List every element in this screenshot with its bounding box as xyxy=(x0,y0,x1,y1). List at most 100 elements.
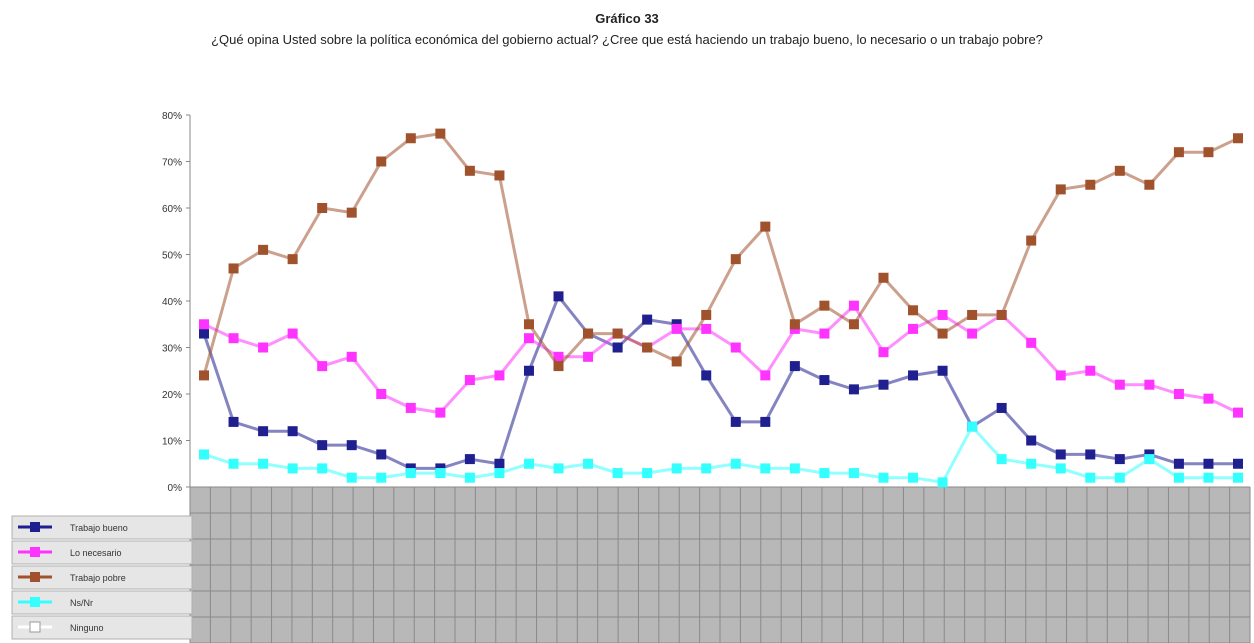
data-point-pobre xyxy=(612,328,623,339)
data-point-necesario xyxy=(848,300,859,311)
data-point-necesario xyxy=(1173,389,1184,399)
data-point-bueno xyxy=(937,365,948,376)
data-point-pobre xyxy=(819,300,830,311)
data-point-ns xyxy=(376,472,387,483)
data-point-ns xyxy=(612,468,623,479)
data-point-necesario xyxy=(967,328,978,339)
data-point-pobre xyxy=(405,133,416,144)
y-tick-label: 10% xyxy=(162,437,182,448)
legend-marker-ninguno xyxy=(29,621,41,633)
data-point-bueno xyxy=(464,454,475,465)
data-point-pobre xyxy=(553,361,564,372)
data-point-necesario xyxy=(287,328,298,339)
data-point-necesario xyxy=(1233,407,1243,418)
legend-label-ninguno: Ninguno xyxy=(70,623,104,633)
data-point-necesario xyxy=(317,361,328,372)
data-point-ns xyxy=(523,458,534,469)
data-point-pobre xyxy=(1026,235,1037,246)
data-point-pobre xyxy=(848,319,859,330)
data-point-ns xyxy=(1085,472,1096,483)
data-point-necesario xyxy=(258,342,269,353)
data-point-pobre xyxy=(967,309,978,320)
legend-label-necesario: Lo necesario xyxy=(70,548,122,558)
data-point-bueno xyxy=(908,370,919,381)
data-point-necesario xyxy=(878,347,889,358)
data-point-bueno xyxy=(494,458,505,469)
data-point-ns xyxy=(1055,463,1066,474)
data-point-ns xyxy=(1173,472,1184,483)
data-point-pobre xyxy=(701,309,712,320)
data-point-necesario xyxy=(583,351,594,362)
data-point-necesario xyxy=(1026,337,1037,348)
data-point-necesario xyxy=(730,342,741,353)
data-point-necesario xyxy=(435,407,446,418)
data-point-pobre xyxy=(1233,133,1243,144)
data-point-ns xyxy=(287,463,298,474)
data-point-pobre xyxy=(671,356,682,367)
data-point-necesario xyxy=(701,323,712,334)
data-point-pobre xyxy=(937,328,948,339)
data-point-ns xyxy=(405,468,416,479)
data-point-necesario xyxy=(1144,379,1155,390)
data-point-necesario xyxy=(199,319,209,330)
data-point-bueno xyxy=(1173,458,1184,469)
data-point-bueno xyxy=(258,426,269,437)
data-point-necesario xyxy=(376,389,387,399)
data-point-necesario xyxy=(1055,370,1066,381)
data-point-pobre xyxy=(1055,184,1066,195)
y-tick-label: 50% xyxy=(162,251,182,262)
data-point-ns xyxy=(848,468,859,479)
data-point-pobre xyxy=(317,203,328,213)
data-point-pobre xyxy=(1173,147,1184,158)
data-point-ns xyxy=(1026,458,1037,469)
data-point-bueno xyxy=(553,291,564,302)
data-point-ns xyxy=(228,458,239,469)
chart-title: Gráfico 33 xyxy=(595,11,659,26)
chart-subtitle: ¿Qué opina Usted sobre la política econó… xyxy=(211,32,1043,47)
data-point-pobre xyxy=(1085,179,1096,190)
data-point-ns xyxy=(671,463,682,474)
data-point-ns xyxy=(553,463,564,474)
data-point-pobre xyxy=(258,244,269,255)
data-point-pobre xyxy=(642,342,653,353)
y-tick-label: 40% xyxy=(162,297,182,308)
data-point-pobre xyxy=(760,221,771,232)
data-point-bueno xyxy=(346,440,357,451)
data-point-necesario xyxy=(405,402,416,413)
data-point-necesario xyxy=(523,333,534,344)
data-point-ns xyxy=(199,449,209,460)
data-point-bueno xyxy=(523,365,534,376)
y-tick-label: 70% xyxy=(162,158,182,169)
legend-label-pobre: Trabajo pobre xyxy=(70,573,126,583)
data-point-necesario xyxy=(346,351,357,362)
data-point-pobre xyxy=(878,272,889,283)
data-point-bueno xyxy=(287,426,298,437)
data-point-necesario xyxy=(760,370,771,381)
data-point-ns xyxy=(701,463,712,474)
data-point-bueno xyxy=(789,361,800,372)
data-point-bueno xyxy=(1026,435,1037,446)
data-point-pobre xyxy=(908,305,919,316)
data-point-bueno xyxy=(701,370,712,381)
data-point-pobre xyxy=(789,319,800,330)
data-point-ns xyxy=(346,472,357,483)
legend-row xyxy=(11,615,193,640)
legend-row xyxy=(11,540,193,565)
y-tick-label: 60% xyxy=(162,204,182,215)
title-block: Gráfico 33 ¿Qué opina Usted sobre la pol… xyxy=(0,10,1254,48)
legend-label-ns: Ns/Nr xyxy=(70,598,93,608)
legend-marker-bueno xyxy=(30,522,40,532)
data-point-pobre xyxy=(287,254,298,265)
legend-label-bueno: Trabajo bueno xyxy=(70,523,128,533)
data-point-ns xyxy=(1203,472,1214,483)
data-point-pobre xyxy=(1203,147,1214,158)
data-point-pobre xyxy=(346,207,357,218)
data-point-ns xyxy=(1144,454,1155,465)
y-tick-label: 30% xyxy=(162,344,182,355)
data-point-ns xyxy=(760,463,771,474)
data-point-ns xyxy=(317,463,328,474)
data-point-bueno xyxy=(1085,449,1096,460)
data-point-ns xyxy=(996,454,1007,465)
data-point-pobre xyxy=(494,170,505,181)
